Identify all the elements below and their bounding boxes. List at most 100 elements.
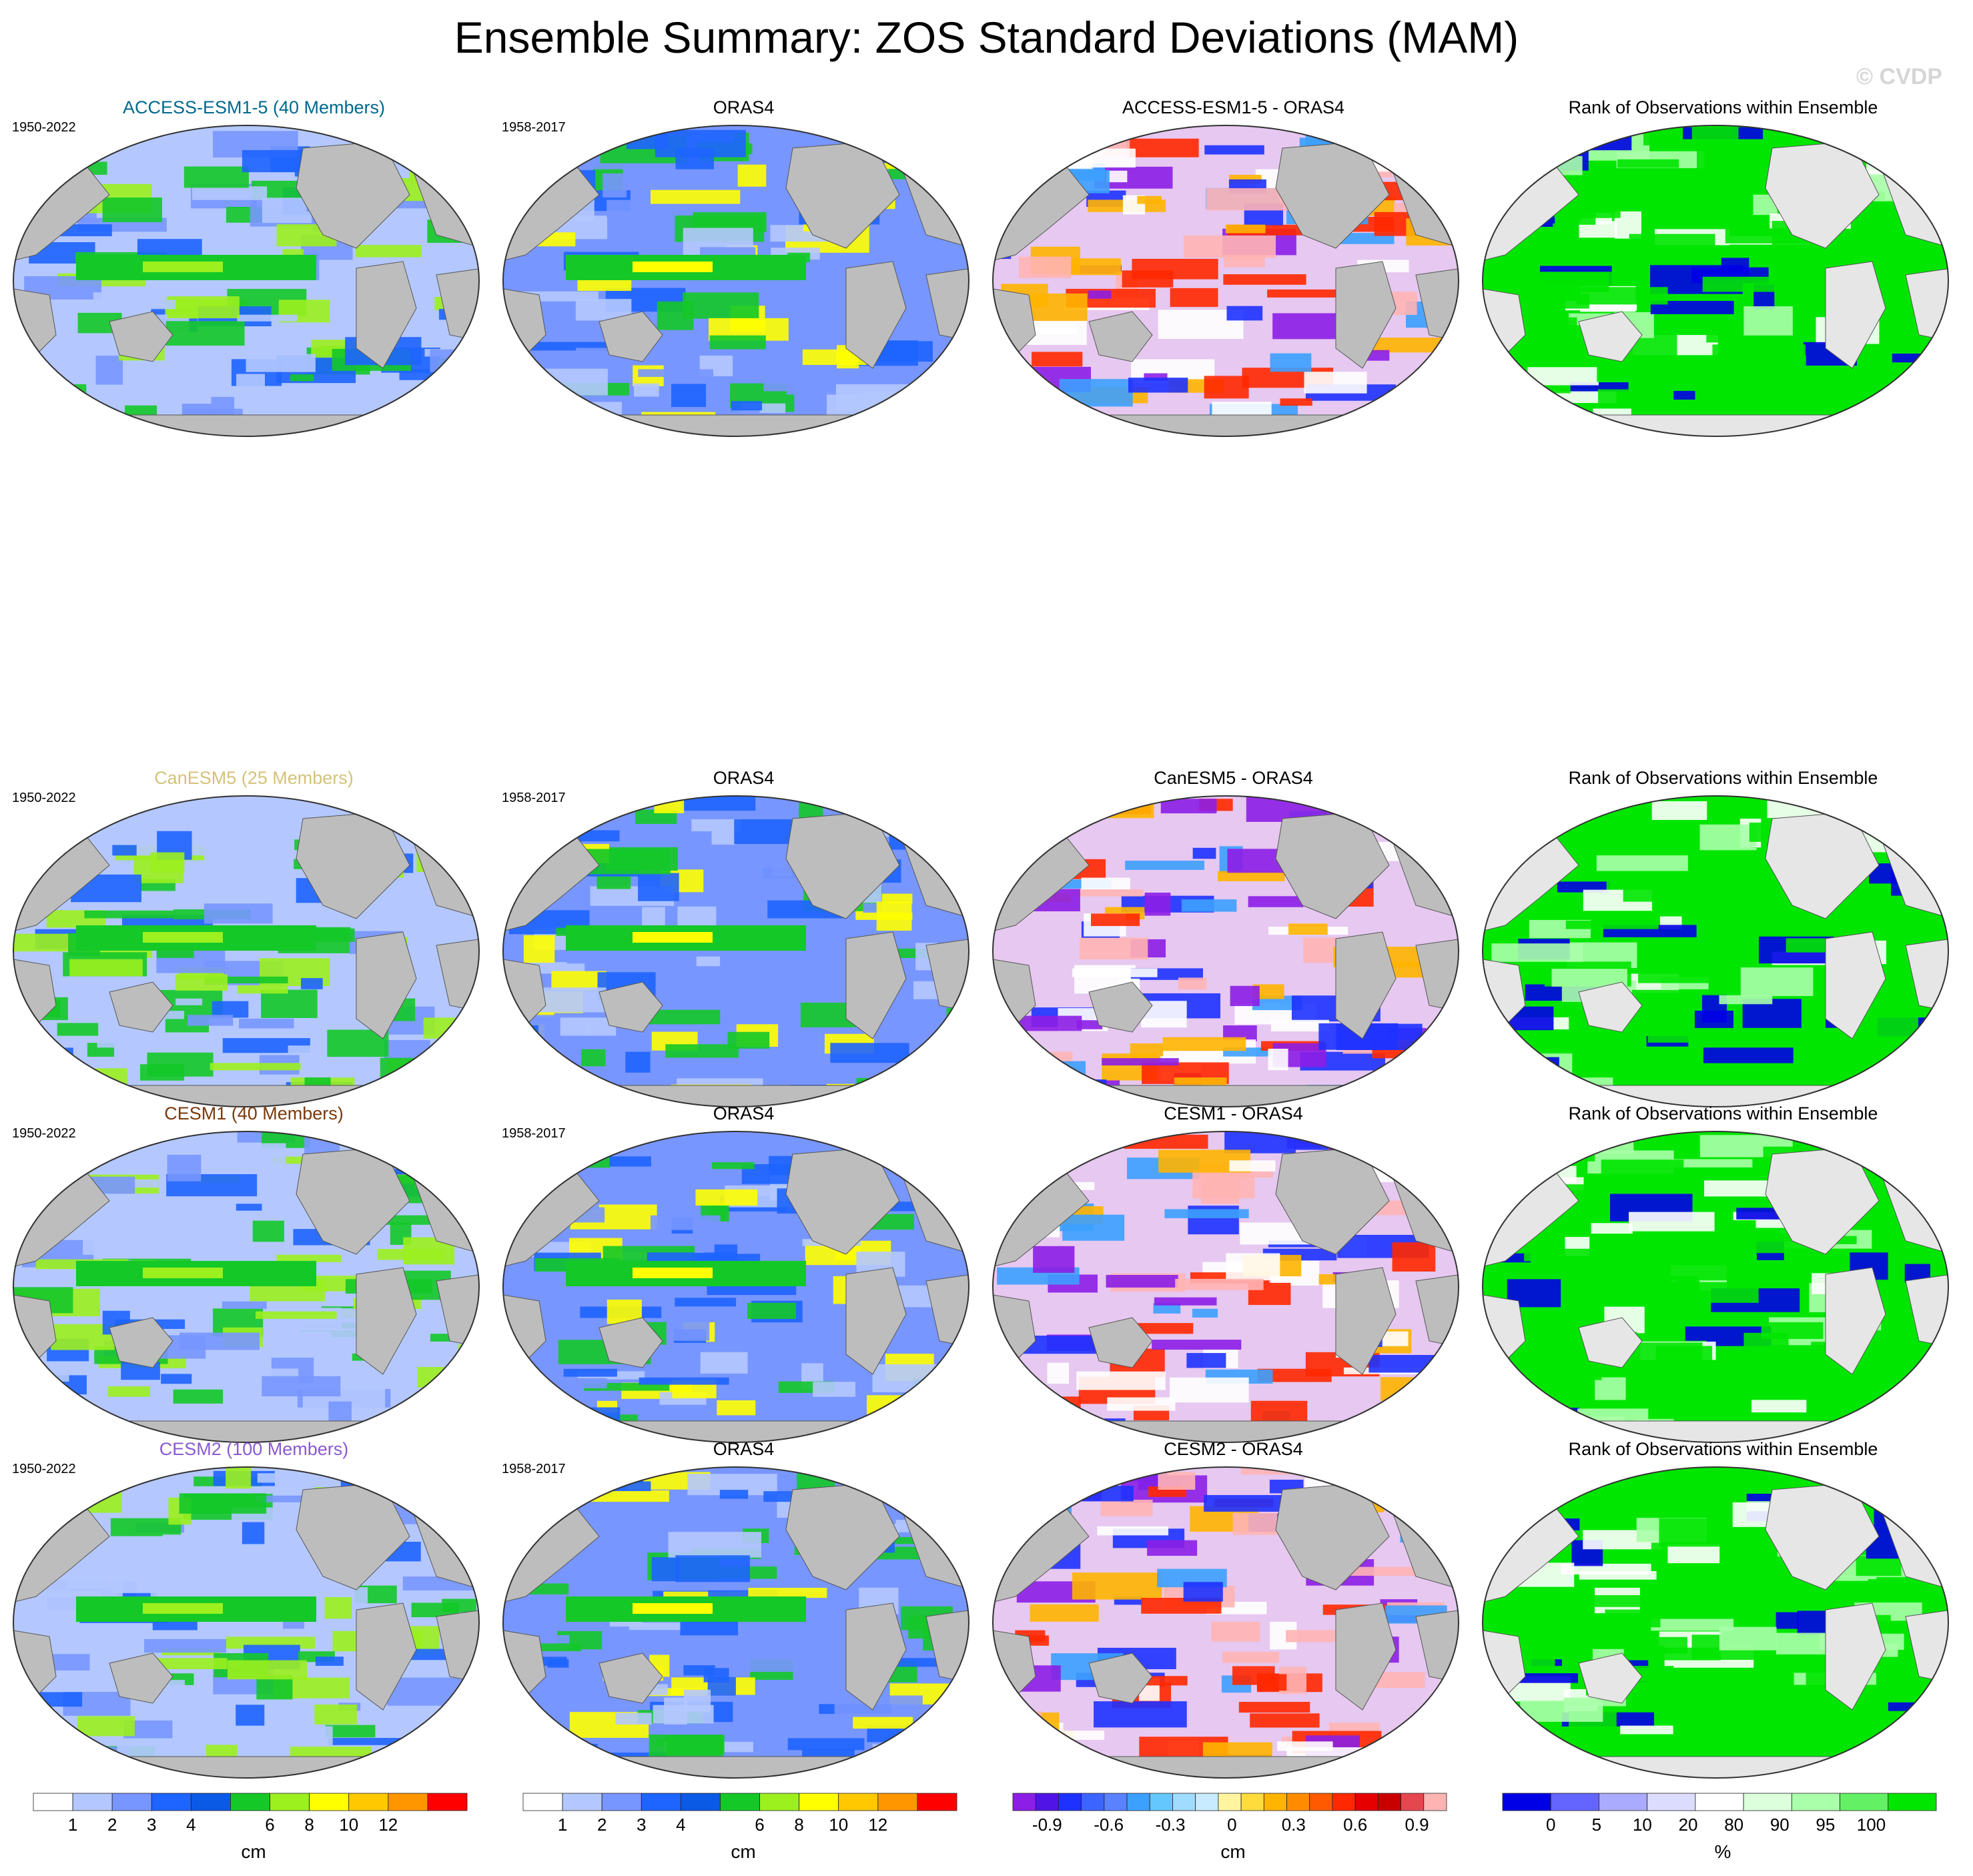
world-map	[502, 795, 969, 1107]
colorbar-swatch	[1081, 1793, 1105, 1811]
colorbar-swatch	[1058, 1793, 1082, 1811]
colorbar-swatch	[1840, 1793, 1889, 1811]
colorbar-tick-label: 1	[558, 1815, 567, 1835]
colorbar-tick-label: 3	[637, 1815, 646, 1835]
world-map	[13, 125, 480, 437]
panel-years: 1958-2017	[502, 1126, 566, 1141]
colorbar-swatch	[1377, 1793, 1401, 1811]
colorbar-tick-label: 20	[1679, 1815, 1698, 1835]
panel-title: ACCESS-ESM1-5 (40 Members)	[122, 97, 386, 117]
colorbar-tick-label: 2	[107, 1815, 117, 1835]
colorbar-tick-label: 12	[378, 1815, 398, 1835]
colorbar: 0 5 10 20 80 90 95 100%	[1502, 1793, 1943, 1867]
colorbar-swatch	[1195, 1793, 1219, 1811]
colorbar-swatch	[151, 1793, 191, 1811]
colorbar-tick-label: 0	[1546, 1815, 1555, 1835]
colorbar-tick-label: 95	[1816, 1815, 1835, 1835]
colorbar-swatch	[72, 1793, 113, 1811]
panel-title: ORAS4	[713, 768, 775, 788]
colorbar-tick-label: 6	[755, 1815, 764, 1835]
colorbar-swatch	[33, 1793, 73, 1811]
colorbar-swatch	[601, 1793, 642, 1811]
obs-panel: ORAS4 1958-2017	[499, 1103, 988, 1450]
world-map	[1482, 1131, 1949, 1443]
world-map	[502, 125, 969, 437]
colorbar-swatch	[1012, 1793, 1036, 1811]
colorbar-tick-label: 10	[339, 1815, 358, 1835]
difference-panel: CESM2 - ORAS4	[989, 1439, 1478, 1786]
world-map	[502, 1466, 969, 1779]
colorbar-swatch	[348, 1793, 389, 1811]
colorbar-swatch	[111, 1793, 152, 1811]
panel-title: Rank of Observations within Ensemble	[1568, 768, 1878, 788]
world-map	[13, 1131, 480, 1443]
colorbar-tick-label: 10	[1633, 1815, 1652, 1835]
panel-title: Rank of Observations within Ensemble	[1568, 1103, 1878, 1123]
panel-title: CESM1 - ORAS4	[1164, 1103, 1303, 1123]
colorbar-swatch	[759, 1793, 800, 1811]
colorbar-tick-label: 4	[676, 1815, 685, 1835]
panel-title: ORAS4	[713, 97, 775, 117]
colorbar-tick-label: 0.9	[1405, 1815, 1429, 1835]
colorbar-swatch	[1888, 1793, 1937, 1811]
colorbar-tick-label: 90	[1770, 1815, 1790, 1835]
colorbar-tick-label: 0.6	[1343, 1815, 1367, 1835]
colorbar-swatch	[1599, 1793, 1648, 1811]
colorbar-swatch	[917, 1793, 957, 1811]
colorbar-swatch	[1354, 1793, 1378, 1811]
rank-panel: Rank of Observations within Ensemble	[1479, 1103, 1968, 1450]
rank-panel: Rank of Observations within Ensemble	[1479, 768, 1968, 1115]
colorbar-swatch	[1791, 1793, 1840, 1811]
panel-title: CanESM5 (25 Members)	[154, 768, 354, 788]
colorbar-swatch	[1647, 1793, 1696, 1811]
colorbar-swatch	[1149, 1793, 1173, 1811]
colorbar-tick-label: 5	[1592, 1815, 1601, 1835]
colorbar-swatch	[522, 1793, 563, 1811]
model-panel: ACCESS-ESM1-5 (40 Members) 1950-2022	[9, 97, 498, 444]
colorbar-tick-label: 8	[304, 1815, 314, 1835]
model-panel: CESM2 (100 Members) 1950-2022	[9, 1439, 498, 1786]
colorbar-swatch	[1104, 1793, 1128, 1811]
figure-title: Ensemble Summary: ZOS Standard Deviation…	[454, 13, 1519, 62]
panel-years: 1958-2017	[502, 791, 566, 805]
colorbar-tick-label: 8	[794, 1815, 803, 1835]
world-map	[1482, 795, 1949, 1107]
colorbar-swatch	[1309, 1793, 1333, 1811]
world-map	[13, 1466, 480, 1779]
panel-years: 1958-2017	[502, 120, 566, 135]
panel-years: 1958-2017	[502, 1462, 566, 1476]
colorbar-swatch	[641, 1793, 681, 1811]
world-map	[992, 1131, 1459, 1443]
colorbar-tick-label: 1	[68, 1815, 77, 1835]
colorbar-tick-label: 80	[1724, 1815, 1743, 1835]
colorbar-swatch	[1286, 1793, 1310, 1811]
obs-panel: ORAS4 1958-2017	[499, 97, 988, 444]
colorbar-tick-label: -0.6	[1094, 1815, 1124, 1835]
colorbar-swatch	[1502, 1793, 1551, 1811]
colorbar-unit: cm	[1220, 1841, 1246, 1862]
world-map	[992, 125, 1459, 437]
colorbar-swatch	[270, 1793, 310, 1811]
colorbar-swatch	[1401, 1793, 1425, 1811]
difference-panel: CESM1 - ORAS4	[989, 1103, 1478, 1450]
colorbar-unit: cm	[241, 1841, 266, 1862]
colorbar-swatch	[1743, 1793, 1792, 1811]
colorbar-swatch	[427, 1793, 468, 1811]
colorbar-unit: %	[1714, 1841, 1731, 1862]
colorbar-swatch	[1035, 1793, 1059, 1811]
colorbar-tick-label: 100	[1857, 1815, 1886, 1835]
panel-title: CESM1 (40 Members)	[164, 1103, 344, 1123]
colorbar-swatch	[680, 1793, 721, 1811]
colorbar-swatch	[1263, 1793, 1287, 1811]
colorbar-swatch	[720, 1793, 760, 1811]
panel-title: CanESM5 - ORAS4	[1154, 768, 1313, 788]
colorbar-tick-label: 2	[597, 1815, 607, 1835]
colorbar-swatch	[309, 1793, 350, 1811]
panel-title: Rank of Observations within Ensemble	[1568, 1439, 1878, 1459]
colorbar: 1 2 3 4 6 8 10 12 cm	[522, 1793, 963, 1867]
model-panel: CESM1 (40 Members) 1950-2022	[9, 1103, 498, 1450]
colorbar: 1 2 3 4 6 8 10 12 cm	[33, 1793, 474, 1867]
colorbar-swatch	[388, 1793, 428, 1811]
world-map	[1482, 1466, 1949, 1779]
colorbar-swatch	[1218, 1793, 1242, 1811]
